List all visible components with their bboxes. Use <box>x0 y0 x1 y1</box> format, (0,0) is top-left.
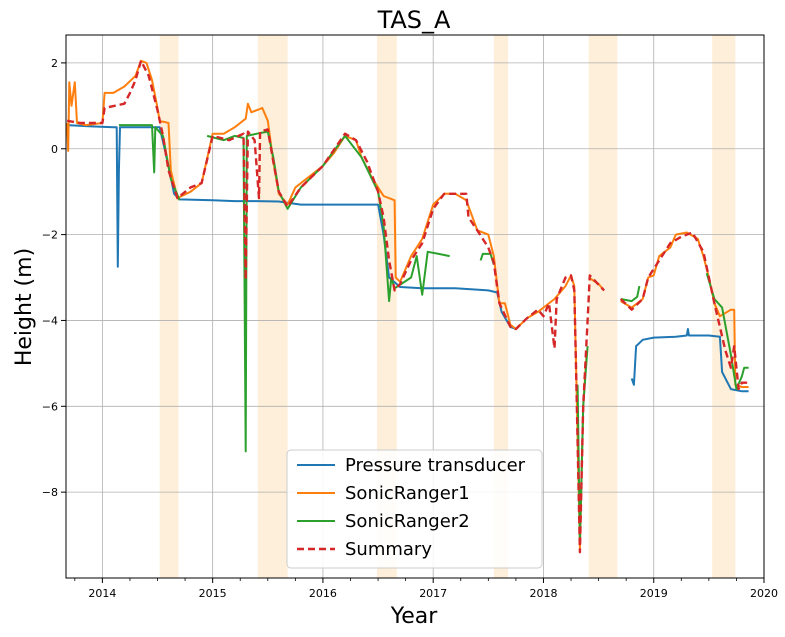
x-tick-label: 2016 <box>309 587 337 600</box>
x-tick-label: 2015 <box>199 587 227 600</box>
x-tick-label: 2014 <box>88 587 116 600</box>
x-axis-label: Year <box>390 604 439 629</box>
y-tick-label: 2 <box>51 57 58 70</box>
shaded-period-1 <box>257 35 288 578</box>
shaded-period-4 <box>588 35 618 578</box>
series-line-segment <box>705 272 749 391</box>
x-tick-label: 2020 <box>750 587 778 600</box>
series-pressure-transducer <box>67 124 749 393</box>
y-axis-label: Height (m) <box>12 248 37 366</box>
series-line-segment <box>66 59 605 554</box>
x-tick-label: 2017 <box>419 587 447 600</box>
x-tick-label: 2018 <box>529 587 557 600</box>
y-tick-label: −8 <box>42 486 58 499</box>
y-tick-label: 0 <box>51 143 58 156</box>
series-line-segment <box>619 231 749 391</box>
plot-area-frame <box>65 34 765 579</box>
shaded-period-0 <box>159 35 179 578</box>
series-line-segment <box>620 285 641 303</box>
shaded-period-2 <box>376 35 397 578</box>
series-line-segment <box>630 328 749 393</box>
y-tick-label: −2 <box>42 229 58 242</box>
legend: Pressure transducer SonicRanger1 SonicRang… <box>286 449 543 569</box>
chart-title: TAS_A <box>377 6 451 34</box>
shaded-period-5 <box>712 35 736 578</box>
x-tick-label: 2019 <box>640 587 668 600</box>
legend-label: Summary <box>345 539 432 560</box>
y-tick-label: −6 <box>42 400 58 413</box>
legend-label: SonicRanger1 <box>345 483 470 504</box>
legend-label: Pressure transducer <box>345 455 526 476</box>
series-summary <box>66 59 749 554</box>
legend-box <box>286 449 543 569</box>
legend-label: SonicRanger2 <box>345 511 470 532</box>
series-line-segment <box>67 124 517 330</box>
series-lines <box>66 59 749 554</box>
shaded-periods <box>159 35 736 578</box>
y-tick-label: −4 <box>42 314 58 327</box>
